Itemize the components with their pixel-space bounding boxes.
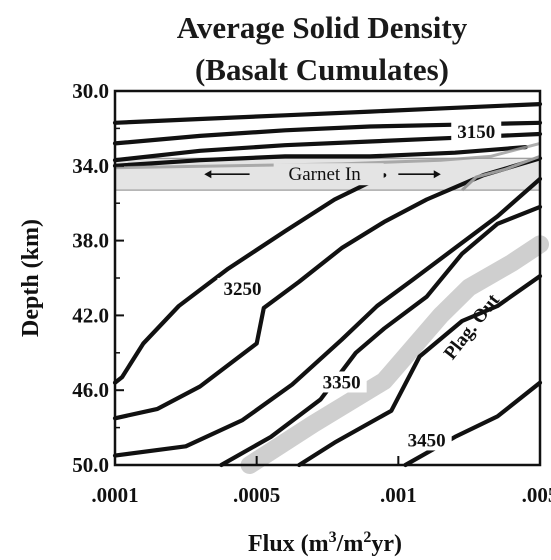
contour-line-9 xyxy=(297,274,543,468)
x-axis-label-sup1: 3 xyxy=(329,529,337,546)
y-tick-label-1: 30.0 xyxy=(72,79,109,103)
x-axis-label-part2: /m xyxy=(336,531,364,557)
x-tick-label-2: .0005 xyxy=(233,483,280,507)
contour-label-bg-3 xyxy=(316,371,367,393)
contour-line-6 xyxy=(112,156,543,421)
contour-line-10 xyxy=(403,380,543,468)
y-tick-label-6: 50.0 xyxy=(72,453,109,477)
x-axis-label-part3: yr) xyxy=(371,531,402,557)
y-tick-label-3: 38.0 xyxy=(72,229,109,253)
contour-line-4 xyxy=(112,145,528,168)
contour-line-8 xyxy=(219,204,543,468)
contour-label-1: 3150 xyxy=(457,122,495,143)
contour-line-5 xyxy=(112,173,387,385)
plag-out-band xyxy=(240,235,549,474)
garnet-in-label: Garnet In xyxy=(289,164,362,185)
x-axis-label-part1: Flux (m xyxy=(248,531,329,557)
garnet-arrowhead-left xyxy=(204,170,212,179)
garnet-arrowhead-right xyxy=(433,170,441,179)
contour-label-bg-2 xyxy=(217,277,268,299)
contour-label-bg-1 xyxy=(451,120,502,142)
contour-label-3: 3350 xyxy=(323,372,361,393)
x-tick-label-4: .005 xyxy=(522,483,551,507)
contour-label-bg-4 xyxy=(401,429,452,451)
y-tick-label-2: 34.0 xyxy=(72,154,109,178)
contour-label-4: 3450 xyxy=(408,430,446,451)
x-tick-label-3: .001 xyxy=(380,483,417,507)
garnet-boundary-kink xyxy=(461,154,541,192)
contour-line-1 xyxy=(112,101,543,125)
y-axis-label: Depth (km) xyxy=(18,219,44,337)
chart-title-line1: Average Solid Density xyxy=(177,10,468,45)
garnet-in-label-bg xyxy=(273,163,384,186)
x-axis-label-sup2: 2 xyxy=(363,529,371,546)
contour-line-7 xyxy=(112,176,543,458)
x-tick-label-1: .0001 xyxy=(91,483,138,507)
chart-title-line2: (Basalt Cumulates) xyxy=(195,52,449,87)
contour-label-2: 3250 xyxy=(224,279,262,300)
y-tick-label-5: 46.0 xyxy=(72,378,109,402)
y-tick-label-4: 42.0 xyxy=(72,303,109,327)
axis-ticks: 30.0 34.0 38.0 42.0 46.0 50.0 .0001 .0005 .001 .0… xyxy=(72,79,551,507)
x-axis-label: Flux (m3/m2yr) xyxy=(248,529,402,557)
garnet-boundary-line xyxy=(114,141,541,170)
